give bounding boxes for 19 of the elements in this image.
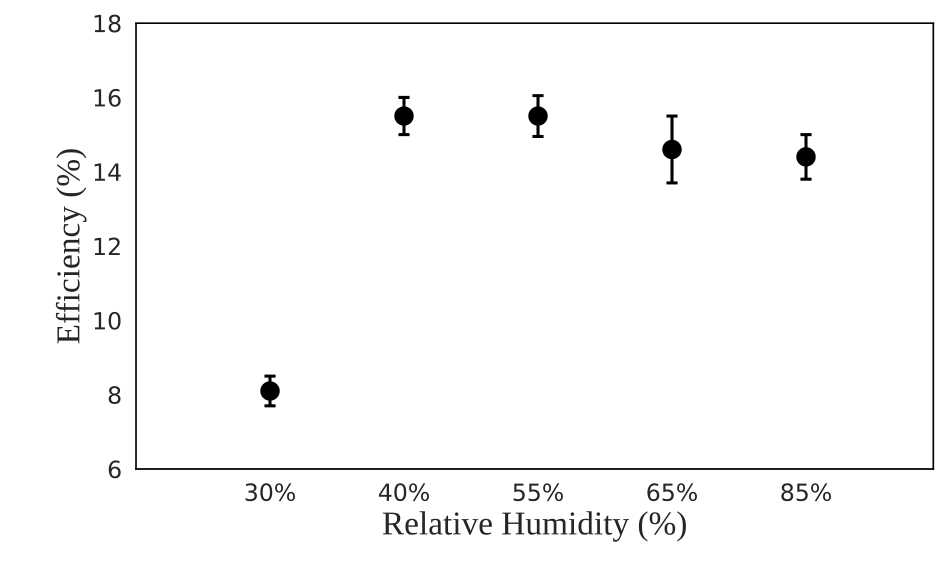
y-tick-label: 8 <box>108 386 121 404</box>
x-tick-label: 85% <box>781 483 831 502</box>
y-tick-label: 14 <box>94 164 121 181</box>
point <box>796 147 816 167</box>
x-tick-label: 55% <box>514 483 563 502</box>
y-tick-label: 16 <box>94 88 121 107</box>
point <box>662 140 682 160</box>
point <box>260 381 280 401</box>
y-axis-title: Efficiency (%) <box>56 149 87 344</box>
point <box>394 106 414 126</box>
y-tick-label: 18 <box>94 14 121 32</box>
x-tick-label: 65% <box>647 483 697 502</box>
y-tick-label: 6 <box>108 460 121 478</box>
x-tick-label: 30% <box>246 483 295 502</box>
x-tick-label: 40% <box>378 483 429 502</box>
point <box>528 106 548 126</box>
y-tick-label: 10 <box>94 312 121 330</box>
x-axis-title: Relative Humidity (%) <box>382 511 686 542</box>
y-tick-label: 12 <box>94 238 120 256</box>
